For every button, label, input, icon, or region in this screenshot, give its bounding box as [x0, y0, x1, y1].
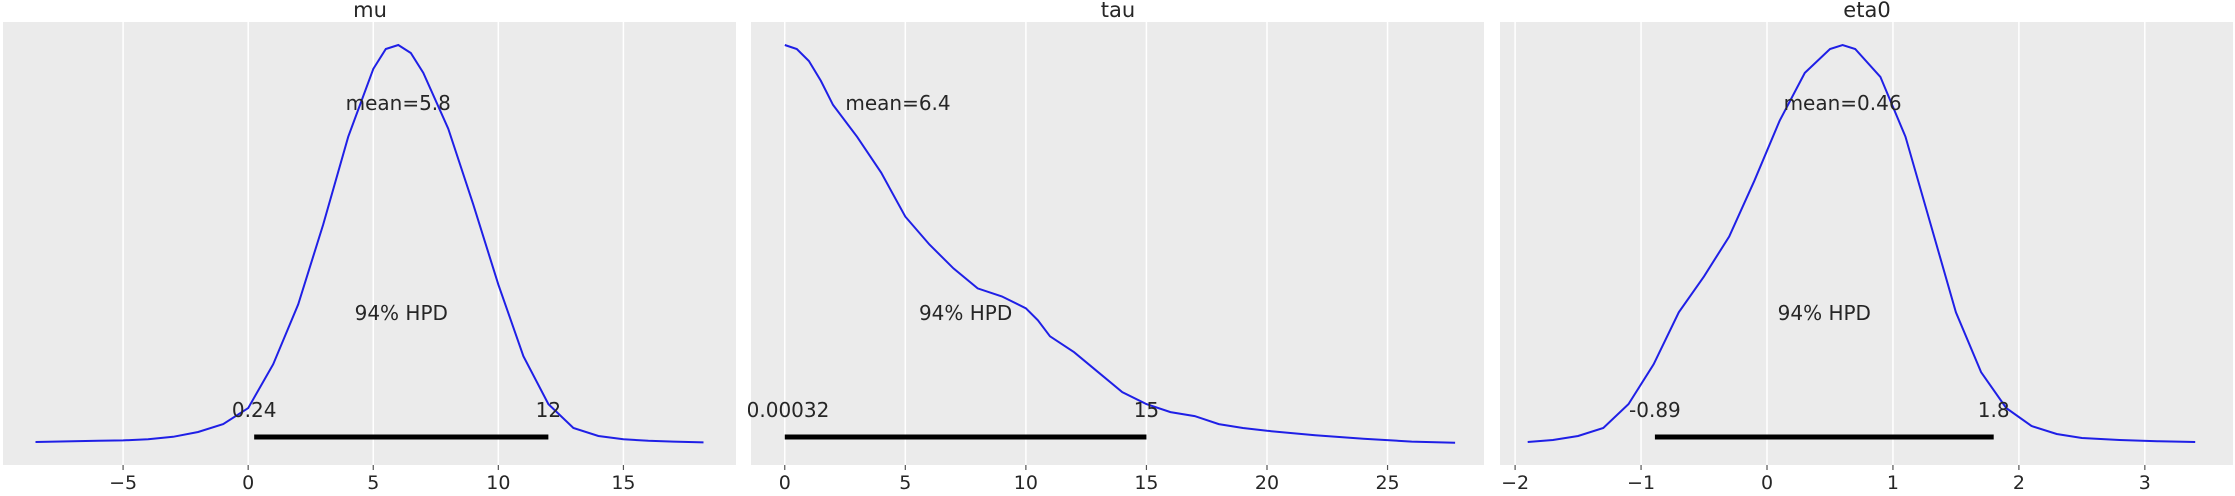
hpd-low-label: 0.00032 [748, 398, 829, 422]
plot-area [751, 22, 1484, 465]
x-tick-label: 25 [1375, 472, 1399, 494]
x-tick-label: −1 [1627, 472, 1655, 494]
x-tick-label: 0 [1761, 472, 1773, 494]
x-tick-label: 10 [1014, 472, 1038, 494]
plot-area [3, 22, 736, 465]
chart-title: tau [1101, 0, 1135, 22]
x-tick-label: 2 [2013, 472, 2025, 494]
density-panel-tau: 0 5 10 15 20 25 tau mean=6.4 94% HPD 0.00032 15 [748, 0, 1487, 496]
x-tick-label: 3 [2139, 472, 2151, 494]
chart-title: mu [353, 0, 387, 22]
hpd-low-label: 0.24 [232, 398, 277, 422]
density-chart-mu: −5 0 5 10 15 mu mean=5.8 94% HPD 0.24 12 [3, 0, 736, 494]
mean-annotation: mean=5.8 [346, 91, 451, 115]
x-tick-label: 0 [779, 472, 791, 494]
density-curve [35, 43, 704, 444]
density-panel-mu: −5 0 5 10 15 mu mean=5.8 94% HPD 0.24 12 [0, 0, 739, 496]
x-tick-label: 5 [367, 472, 379, 494]
density-chart-eta0: −2 −1 0 1 2 3 eta0 mean=0.46 94% HPD -0.89 1.8 [1500, 0, 2233, 494]
x-tick-label: 1 [1887, 472, 1899, 494]
hpd-high-label: 1.8 [1978, 398, 2010, 422]
x-tick-label: 10 [486, 472, 510, 494]
x-tick-label: 0 [242, 472, 254, 494]
hpd-annotation: 94% HPD [355, 301, 448, 325]
x-tick-label: 15 [1134, 472, 1158, 494]
x-tick-label: 20 [1255, 472, 1279, 494]
hpd-high-label: 15 [1134, 398, 1159, 422]
density-panel-eta0: −2 −1 0 1 2 3 eta0 mean=0.46 94% HPD -0.89 1.8 [1497, 0, 2235, 496]
mean-annotation: mean=0.46 [1784, 91, 1902, 115]
hpd-annotation: 94% HPD [1778, 301, 1871, 325]
x-tick-label: 5 [899, 472, 911, 494]
x-tick-label: −2 [1501, 472, 1529, 494]
hpd-high-label: 12 [536, 398, 561, 422]
density-curve [784, 44, 1456, 444]
density-chart-tau: 0 5 10 15 20 25 tau mean=6.4 94% HPD 0.00032 15 [748, 0, 1484, 494]
density-curve [1527, 43, 2196, 443]
hpd-annotation: 94% HPD [919, 301, 1012, 325]
plot-area [1500, 22, 2233, 465]
hpd-low-label: -0.89 [1629, 398, 1681, 422]
x-tick-label: 15 [611, 472, 635, 494]
x-tick-label: −5 [109, 472, 137, 494]
chart-title: eta0 [1843, 0, 1890, 22]
mean-annotation: mean=6.4 [845, 91, 950, 115]
